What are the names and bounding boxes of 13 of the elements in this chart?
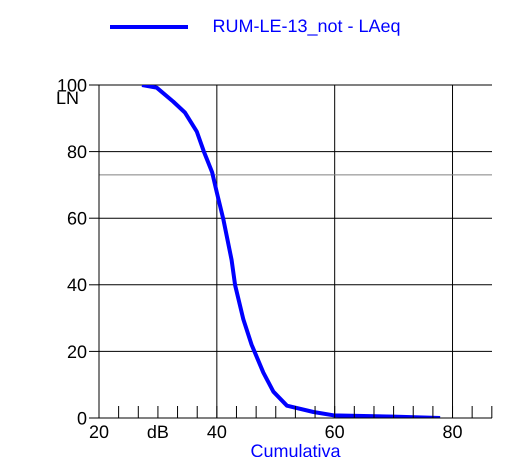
y-tick-label: 20: [66, 342, 87, 362]
line-series: [140, 85, 442, 418]
y-tick-label: 0: [76, 408, 87, 428]
legend-label: RUM-LE-13_not - LAeq: [212, 16, 401, 37]
y-tick-label: 40: [66, 275, 87, 296]
y-tick-label: 60: [66, 208, 87, 229]
x-tick-label: 80: [442, 422, 463, 442]
x-tick-label: 40: [206, 422, 227, 442]
x-axis-title: Cumulativa: [250, 441, 342, 461]
x-tick-label: 60: [324, 422, 345, 442]
y-tick-label: 80: [66, 142, 87, 162]
x-tick-label: 20: [88, 422, 110, 442]
x-tick-label: dB: [146, 422, 169, 442]
